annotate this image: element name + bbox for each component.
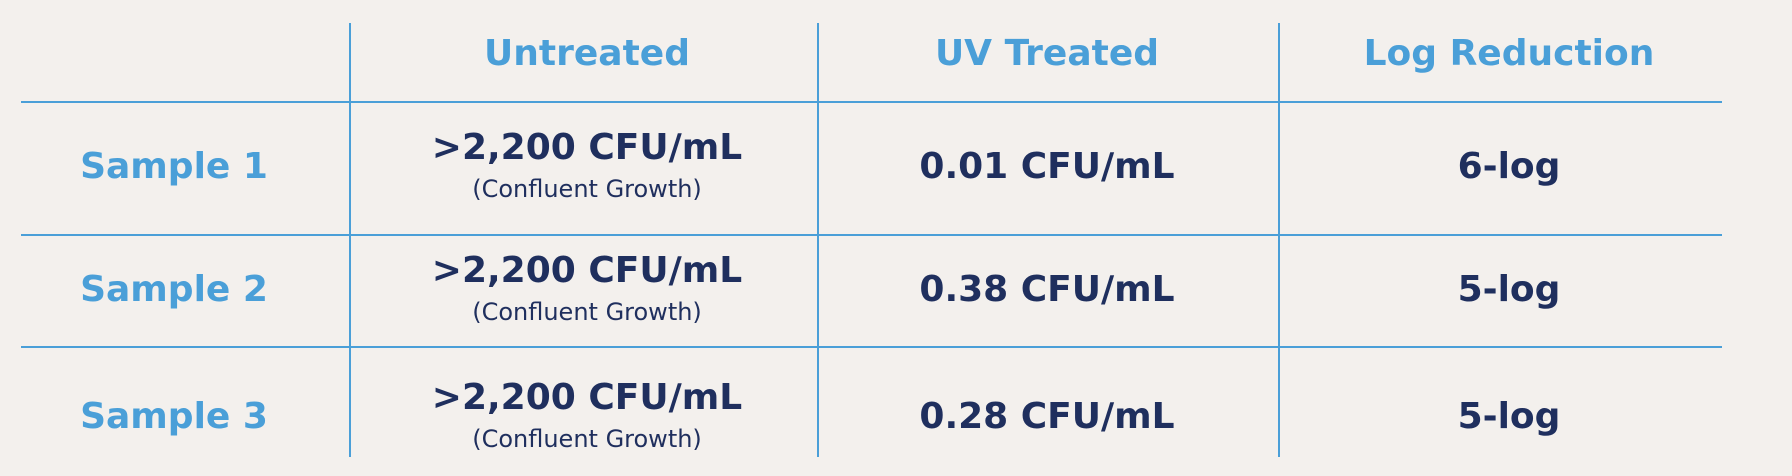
- untreated-note: (Confluent Growth): [472, 175, 702, 203]
- untreated-value: >2,200 CFU/mL: [432, 250, 742, 291]
- uv-treated-value: 0.28 CFU/mL: [919, 396, 1174, 437]
- row-label: Sample 1: [80, 146, 268, 187]
- row-label: Sample 3: [80, 396, 268, 437]
- column-header: UV Treated: [935, 33, 1159, 74]
- row-label: Sample 2: [80, 269, 268, 310]
- log-reduction-value: 5-log: [1458, 269, 1561, 310]
- log-reduction-value: 5-log: [1458, 396, 1561, 437]
- column-header: Untreated: [484, 33, 690, 74]
- uv-treated-value: 0.38 CFU/mL: [919, 269, 1174, 310]
- untreated-note: (Confluent Growth): [472, 298, 702, 326]
- untreated-value: >2,200 CFU/mL: [432, 377, 742, 418]
- untreated-value: >2,200 CFU/mL: [432, 127, 742, 168]
- log-reduction-value: 6-log: [1458, 146, 1561, 187]
- uv-treated-value: 0.01 CFU/mL: [919, 146, 1174, 187]
- column-header: Log Reduction: [1364, 33, 1655, 74]
- untreated-note: (Confluent Growth): [472, 425, 702, 453]
